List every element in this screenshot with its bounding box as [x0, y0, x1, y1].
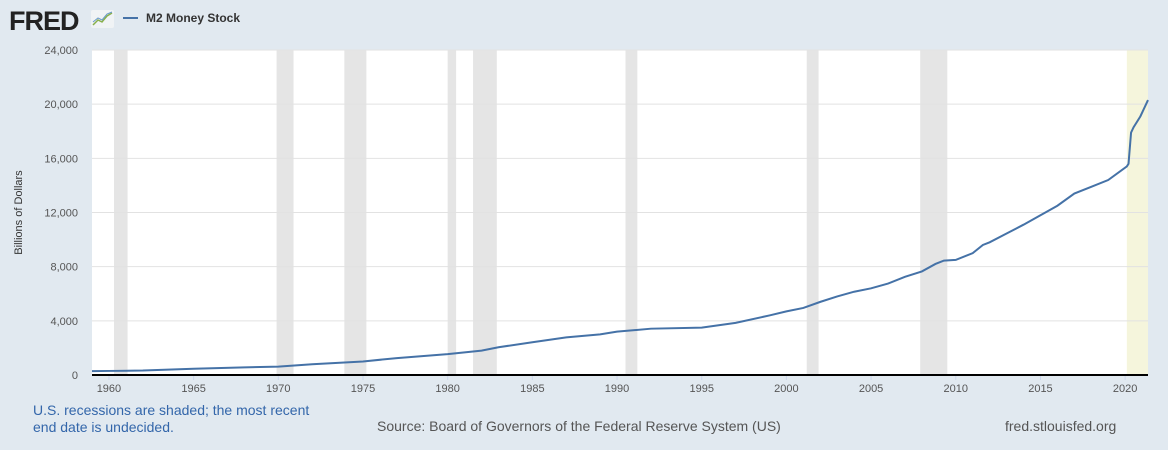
y-tick-label: 8,000	[50, 262, 78, 274]
legend: M2 Money Stock	[123, 11, 240, 25]
plot-area: 0 4,000 8,000 12,000 16,000 20,000 24,000 1960 1…	[13, 45, 1149, 395]
y-tick-label: 24,000	[44, 45, 78, 57]
y-tick-label: 16,000	[44, 153, 78, 165]
x-tick-label: 2015	[1028, 383, 1052, 395]
source-text: Source: Board of Governors of the Federa…	[377, 418, 781, 434]
series-line-m2	[91, 99, 1149, 373]
x-tick-label: 2000	[774, 383, 798, 395]
y-tick-label: 20,000	[44, 99, 78, 111]
x-tick-label: 2005	[859, 383, 883, 395]
x-tick-label: 2010	[944, 383, 968, 395]
x-tick-label: 1985	[520, 383, 544, 395]
x-tick-label: 1990	[605, 383, 629, 395]
chart-logo-icon	[91, 10, 114, 28]
x-tick-label: 1965	[181, 383, 205, 395]
x-tick-label: 2020	[1113, 383, 1137, 395]
legend-label: M2 Money Stock	[146, 11, 241, 25]
y-axis-label: Billions of Dollars	[13, 170, 25, 255]
y-tick-label: 4,000	[50, 316, 78, 328]
x-tick-label: 1960	[97, 383, 121, 395]
y-tick-label: 0	[72, 370, 78, 382]
site-link[interactable]: fred.stlouisfed.org	[1005, 418, 1117, 434]
x-tick-label: 1995	[689, 383, 713, 395]
recession-note: U.S. recessions are shaded; the most rec…	[33, 402, 310, 435]
x-tick-label: 1975	[351, 383, 375, 395]
x-tick-label: 1970	[266, 383, 290, 395]
legend-swatch	[123, 17, 138, 19]
y-tick-label: 12,000	[44, 208, 78, 220]
x-tick-label: 1980	[435, 383, 459, 395]
fred-logo[interactable]: FRED	[9, 6, 79, 36]
